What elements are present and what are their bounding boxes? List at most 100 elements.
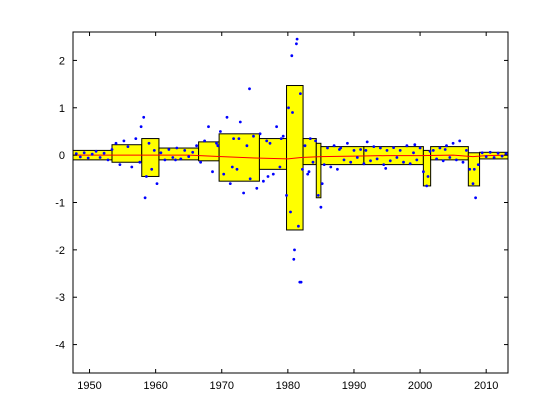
- data-point: [134, 137, 138, 141]
- data-point: [122, 139, 126, 143]
- data-point: [402, 160, 405, 164]
- y-tick-label: -2: [55, 245, 65, 257]
- data-point: [271, 172, 275, 176]
- data-point: [308, 137, 312, 141]
- data-point: [362, 162, 366, 166]
- x-tick-label: 1970: [210, 380, 234, 392]
- data-point: [289, 210, 292, 214]
- data-point: [319, 205, 323, 209]
- data-point: [301, 167, 304, 171]
- data-point: [365, 140, 369, 144]
- data-point: [413, 143, 417, 147]
- y-tick-label: 1: [59, 103, 65, 115]
- data-point: [86, 156, 90, 160]
- band-4: [198, 141, 220, 162]
- data-point: [476, 163, 480, 167]
- data-point: [102, 151, 106, 155]
- data-point: [474, 196, 477, 200]
- data-point: [290, 54, 294, 58]
- data-point: [287, 106, 290, 110]
- x-tick-label: 1950: [77, 380, 101, 392]
- data-point: [422, 170, 425, 174]
- data-point: [364, 149, 368, 152]
- data-point: [295, 42, 298, 46]
- data-point: [496, 151, 500, 155]
- data-point: [138, 160, 142, 164]
- data-point: [458, 139, 462, 143]
- data-point: [265, 139, 269, 143]
- band-8: [302, 138, 317, 166]
- data-point: [392, 146, 395, 150]
- data-point: [342, 158, 346, 162]
- y-tick-label: 2: [59, 55, 65, 67]
- data-point: [211, 170, 214, 174]
- data-point: [228, 182, 232, 186]
- data-point: [183, 149, 187, 152]
- data-point: [336, 167, 339, 171]
- data-points: [74, 37, 508, 284]
- data-point: [384, 167, 388, 170]
- y-tick-label: 0: [59, 150, 65, 162]
- data-point: [245, 144, 249, 148]
- data-point: [118, 163, 122, 167]
- data-point: [281, 134, 285, 138]
- data-point: [268, 141, 272, 145]
- data-point: [230, 165, 234, 169]
- data-point: [266, 175, 270, 178]
- data-point: [114, 141, 118, 145]
- data-point: [388, 159, 392, 163]
- data-point: [74, 152, 78, 156]
- x-tick-label: 1960: [143, 380, 167, 392]
- y-tick-label: -4: [55, 340, 65, 352]
- data-point: [369, 159, 372, 163]
- x-tick-label: 1980: [276, 380, 300, 392]
- data-point: [262, 179, 265, 183]
- data-point: [279, 137, 283, 141]
- data-point: [82, 151, 86, 155]
- data-point: [222, 172, 226, 176]
- y-tick-label: -1: [55, 198, 65, 210]
- data-point: [167, 148, 171, 151]
- data-point: [130, 165, 134, 169]
- data-point: [307, 170, 311, 174]
- data-point: [235, 167, 239, 171]
- x-tick-label: 2010: [474, 380, 498, 392]
- data-point: [94, 149, 98, 153]
- data-point: [332, 144, 336, 148]
- band-6: [258, 138, 288, 170]
- data-point: [311, 160, 315, 164]
- data-point: [237, 137, 241, 141]
- data-point: [461, 160, 465, 164]
- data-point: [295, 37, 299, 41]
- data-point: [143, 196, 147, 200]
- data-point: [472, 167, 476, 171]
- data-point: [275, 125, 278, 129]
- data-point: [500, 154, 504, 158]
- data-point: [255, 186, 259, 190]
- data-point: [448, 156, 452, 159]
- data-point: [258, 132, 262, 136]
- data-point: [232, 137, 236, 141]
- data-point: [314, 139, 317, 143]
- data-point: [492, 156, 496, 159]
- data-point: [303, 144, 307, 148]
- uncertainty-bands: [72, 32, 509, 373]
- x-tick-label: 1990: [342, 380, 366, 392]
- data-point: [139, 125, 143, 129]
- data-point: [316, 194, 320, 197]
- x-axis-ticks: 1950 1960 1970 1980 1990 2000 2010: [77, 32, 498, 392]
- data-point: [425, 184, 429, 188]
- data-point: [408, 162, 412, 166]
- data-point: [174, 158, 177, 162]
- data-point: [90, 152, 94, 156]
- data-point: [405, 144, 409, 148]
- data-point: [428, 149, 432, 153]
- data-point: [412, 151, 415, 155]
- data-point: [375, 157, 379, 161]
- data-point: [435, 157, 438, 161]
- data-point: [159, 151, 163, 155]
- trend-line-layer: [73, 154, 509, 160]
- data-point: [203, 139, 207, 143]
- data-point: [199, 160, 203, 164]
